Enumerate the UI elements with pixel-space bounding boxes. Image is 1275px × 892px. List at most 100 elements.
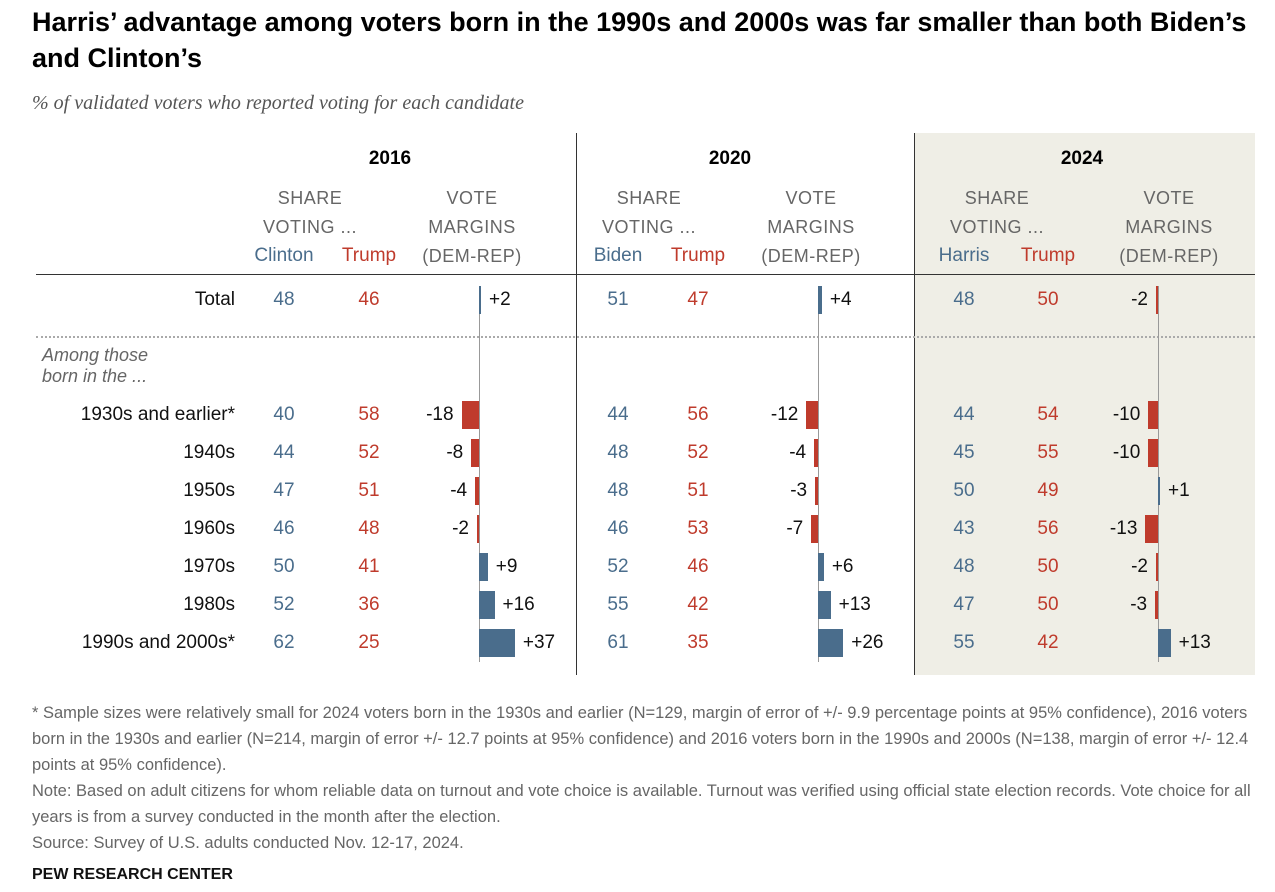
rep-value: 52 bbox=[358, 442, 380, 463]
rep-value: 50 bbox=[1037, 556, 1059, 577]
row-label: Total bbox=[194, 289, 235, 310]
chart-subtitle: % of validated voters who reported votin… bbox=[32, 92, 524, 114]
rep-value: 52 bbox=[687, 442, 709, 463]
dem-value: 45 bbox=[953, 442, 975, 463]
margin-header: VOTE bbox=[1143, 188, 1195, 208]
rep-value: 50 bbox=[1037, 594, 1059, 615]
dem-value: 48 bbox=[273, 289, 295, 310]
share-header: VOTING ... bbox=[262, 217, 358, 237]
margin-label: -13 bbox=[1109, 518, 1138, 539]
year-heading: 2020 bbox=[708, 148, 752, 169]
margin-header: VOTE bbox=[446, 188, 498, 208]
dem-value: 61 bbox=[607, 632, 629, 653]
dem-value: 50 bbox=[273, 556, 295, 577]
margin-bar bbox=[818, 591, 831, 619]
margin-label: +26 bbox=[851, 632, 884, 653]
dotted-rule bbox=[36, 336, 1255, 338]
dem-candidate: Harris bbox=[938, 245, 990, 266]
dem-value: 48 bbox=[607, 442, 629, 463]
row-label: 1960s bbox=[183, 518, 235, 539]
rep-value: 56 bbox=[687, 404, 709, 425]
dem-value: 43 bbox=[953, 518, 975, 539]
divider-2024 bbox=[914, 133, 915, 675]
margin-header: MARGINS bbox=[767, 217, 855, 237]
margin-bar bbox=[477, 515, 479, 543]
margin-bar bbox=[818, 629, 844, 657]
row-label: 1930s and earlier* bbox=[80, 404, 235, 425]
rep-value: 47 bbox=[687, 289, 709, 310]
margin-label: -2 bbox=[1131, 556, 1148, 577]
dem-value: 52 bbox=[607, 556, 629, 577]
row-label: 1990s and 2000s* bbox=[81, 632, 235, 653]
margin-bar bbox=[1156, 553, 1158, 581]
margin-bar bbox=[818, 286, 822, 314]
margin-bar bbox=[1148, 439, 1158, 467]
dem-value: 46 bbox=[273, 518, 295, 539]
margin-bar bbox=[1158, 629, 1171, 657]
margin-label: -2 bbox=[1131, 289, 1148, 310]
margin-bar bbox=[1145, 515, 1158, 543]
share-header: SHARE bbox=[964, 188, 1030, 208]
margin-bar bbox=[806, 401, 818, 429]
rep-value: 55 bbox=[1037, 442, 1059, 463]
rep-value: 42 bbox=[687, 594, 709, 615]
rep-value: 51 bbox=[687, 480, 709, 501]
dem-candidate: Clinton bbox=[254, 245, 314, 266]
among-line-1: Among those bbox=[42, 345, 149, 365]
margin-label: -4 bbox=[789, 442, 807, 463]
footnote-source: Source: Survey of U.S. adults conducted … bbox=[32, 834, 464, 852]
share-header: SHARE bbox=[616, 188, 682, 208]
rep-value: 50 bbox=[1037, 289, 1059, 310]
margin-header: (DEM-REP) bbox=[761, 246, 861, 266]
margin-label: +9 bbox=[495, 556, 518, 577]
rep-value: 56 bbox=[1037, 518, 1059, 539]
rep-value: 42 bbox=[1037, 632, 1059, 653]
margin-bar bbox=[815, 477, 818, 505]
dem-value: 47 bbox=[273, 480, 295, 501]
dem-value: 50 bbox=[953, 480, 975, 501]
dem-value: 46 bbox=[607, 518, 629, 539]
margin-label: -2 bbox=[452, 518, 469, 539]
margin-bar bbox=[1155, 591, 1158, 619]
rep-value: 46 bbox=[687, 556, 709, 577]
dem-value: 62 bbox=[273, 632, 295, 653]
dem-value: 48 bbox=[953, 556, 975, 577]
rep-value: 46 bbox=[358, 289, 380, 310]
margin-header: VOTE bbox=[785, 188, 837, 208]
year-heading: 2024 bbox=[1060, 148, 1104, 169]
margin-label: -7 bbox=[786, 518, 804, 539]
margin-label: +6 bbox=[831, 556, 854, 577]
dem-value: 48 bbox=[953, 289, 975, 310]
margin-header: (DEM-REP) bbox=[422, 246, 522, 266]
margin-label: +2 bbox=[489, 289, 511, 310]
margin-bar bbox=[461, 401, 479, 429]
margin-label: -18 bbox=[426, 404, 454, 425]
dem-value: 52 bbox=[273, 594, 295, 615]
share-header: VOTING ... bbox=[949, 217, 1045, 237]
margin-label: -3 bbox=[790, 480, 808, 501]
rep-value: 25 bbox=[358, 632, 380, 653]
zero-axis bbox=[479, 286, 480, 662]
margin-label: +13 bbox=[838, 594, 871, 615]
margin-label: +13 bbox=[1178, 632, 1211, 653]
dem-value: 44 bbox=[273, 442, 295, 463]
dem-value: 55 bbox=[953, 632, 975, 653]
margin-bar bbox=[479, 591, 495, 619]
among-label: Among those born in the ... bbox=[42, 345, 148, 387]
margin-bar bbox=[1156, 286, 1158, 314]
rep-value: 53 bbox=[687, 518, 709, 539]
divider-2020 bbox=[576, 133, 577, 675]
row-label: 1970s bbox=[183, 556, 235, 577]
margin-label: -10 bbox=[1112, 404, 1141, 425]
margin-label: +37 bbox=[522, 632, 556, 653]
dem-value: 44 bbox=[953, 404, 975, 425]
margin-header: (DEM-REP) bbox=[1119, 246, 1219, 266]
margin-bar bbox=[479, 629, 515, 657]
rep-value: 35 bbox=[687, 632, 709, 653]
margin-bar bbox=[475, 477, 479, 505]
rep-value: 48 bbox=[358, 518, 380, 539]
margin-bar bbox=[479, 553, 488, 581]
margin-label: +16 bbox=[502, 594, 535, 615]
row-label: 1980s bbox=[183, 594, 235, 615]
margin-label: -12 bbox=[770, 404, 799, 425]
